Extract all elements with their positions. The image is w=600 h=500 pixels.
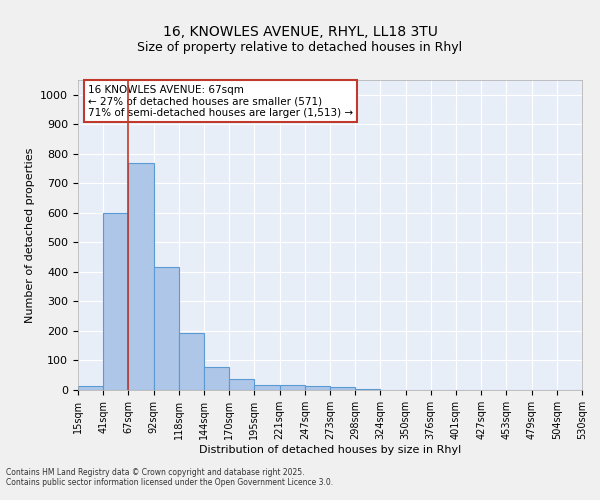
- Text: Contains HM Land Registry data © Crown copyright and database right 2025.: Contains HM Land Registry data © Crown c…: [6, 468, 305, 477]
- Text: 16 KNOWLES AVENUE: 67sqm
← 27% of detached houses are smaller (571)
71% of semi-: 16 KNOWLES AVENUE: 67sqm ← 27% of detach…: [88, 84, 353, 118]
- Text: Size of property relative to detached houses in Rhyl: Size of property relative to detached ho…: [137, 41, 463, 54]
- Y-axis label: Number of detached properties: Number of detached properties: [25, 148, 35, 322]
- Bar: [179, 333, 204, 390]
- Bar: [229, 379, 254, 390]
- Bar: [305, 386, 330, 390]
- X-axis label: Distribution of detached houses by size in Rhyl: Distribution of detached houses by size …: [199, 444, 461, 454]
- Text: Contains public sector information licensed under the Open Government Licence 3.: Contains public sector information licen…: [6, 478, 333, 487]
- Bar: [280, 385, 305, 390]
- Bar: [254, 385, 280, 390]
- Bar: [103, 213, 128, 390]
- Bar: [154, 268, 179, 390]
- Bar: [330, 387, 355, 390]
- Text: 16, KNOWLES AVENUE, RHYL, LL18 3TU: 16, KNOWLES AVENUE, RHYL, LL18 3TU: [163, 26, 437, 40]
- Bar: [355, 388, 380, 390]
- Bar: [204, 368, 229, 390]
- Bar: [78, 386, 103, 390]
- Bar: [128, 162, 154, 390]
